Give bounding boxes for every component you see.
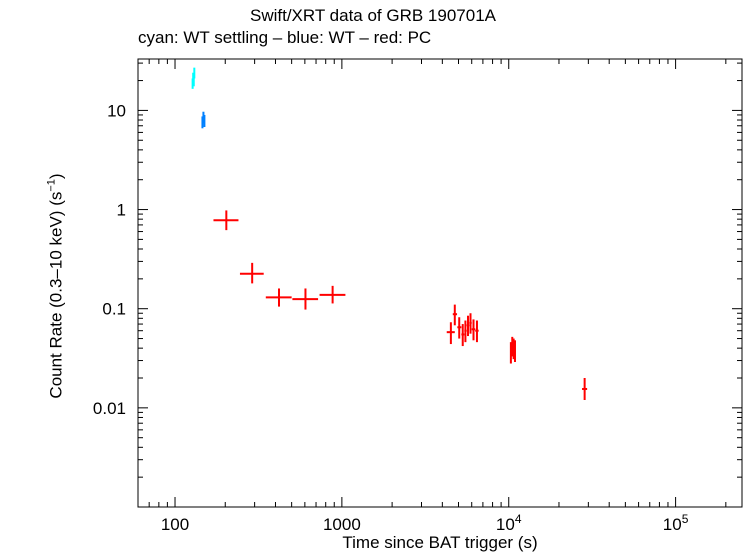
y-tick-label: 10 — [107, 101, 126, 120]
data-point — [513, 340, 516, 363]
y-tick-label: 0.01 — [93, 399, 126, 418]
data-point — [193, 67, 196, 79]
data-point — [582, 378, 588, 401]
data-point — [265, 288, 292, 307]
data-point — [239, 262, 264, 284]
data-point — [469, 313, 472, 334]
data-point — [461, 324, 465, 347]
data-point — [457, 317, 462, 339]
chart-subtitle: cyan: WT settling – blue: WT – red: PC — [138, 28, 432, 47]
y-axis-label-main: Count Rate (0.3–10 keV) (s — [46, 191, 66, 399]
data-point — [466, 315, 470, 337]
data-point — [203, 114, 206, 128]
data-point — [475, 320, 479, 343]
x-tick-label: 105 — [663, 512, 689, 534]
data-point — [292, 288, 319, 310]
chart-title: Swift/XRT data of GRB 190701A — [249, 6, 496, 25]
x-tick-label: 1000 — [323, 515, 361, 534]
data-point — [213, 210, 239, 231]
plot-frame — [137, 58, 743, 508]
y-axis-label-end: ) — [46, 173, 66, 180]
data-point — [464, 320, 467, 343]
data-point — [452, 304, 458, 326]
x-axis-label: Time since BAT trigger (s) — [342, 533, 538, 552]
data-point — [446, 322, 455, 345]
x-tick-label: 104 — [496, 512, 522, 534]
data-point — [319, 285, 346, 304]
y-tick-label: 1 — [117, 201, 126, 220]
data-point — [471, 319, 476, 341]
y-axis-label-sup: −1 — [45, 179, 58, 192]
x-tick-label: 100 — [161, 515, 189, 534]
y-axis-label: Count Rate (0.3–10 keV) (s−1) — [46, 173, 67, 398]
y-tick-label: 0.1 — [102, 300, 126, 319]
